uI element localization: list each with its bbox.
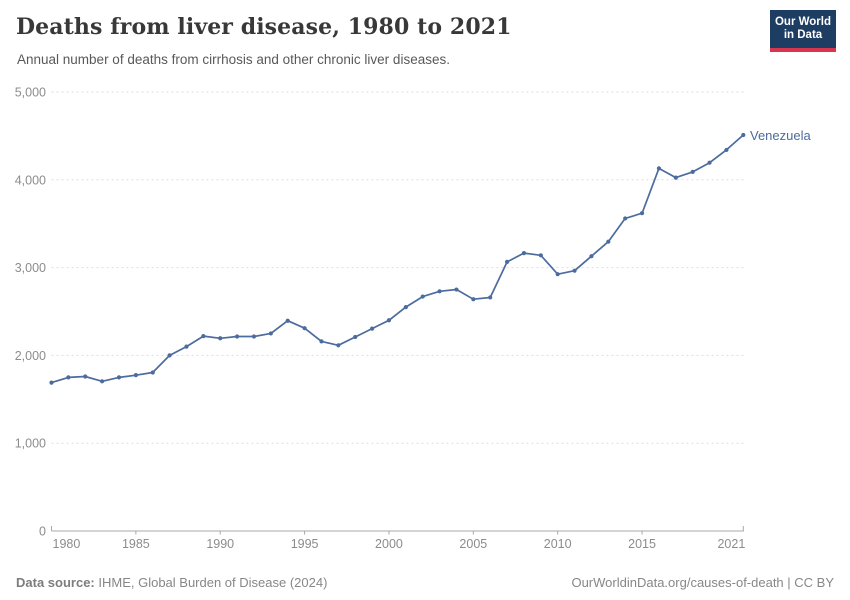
data-point xyxy=(724,147,729,153)
y-tick-label: 5,000 xyxy=(15,86,46,100)
x-tick-label: 1980 xyxy=(53,537,81,551)
data-point xyxy=(741,132,746,138)
data-point xyxy=(690,169,695,174)
data-line xyxy=(50,134,745,384)
x-tick-label: 1990 xyxy=(206,537,234,551)
data-point xyxy=(319,339,324,344)
data-point xyxy=(285,318,290,323)
data-source-note: Data source: IHME, Global Burden of Dise… xyxy=(16,575,327,590)
owid-logo-line2: in Data xyxy=(783,29,823,41)
x-tick-label: 2005 xyxy=(459,537,487,551)
data-point xyxy=(268,331,273,336)
data-point xyxy=(184,344,189,349)
y-tick-label: 4,000 xyxy=(15,173,46,187)
data-point xyxy=(707,160,712,165)
data-source-value: IHME, Global Burden of Disease (2024) xyxy=(94,575,328,590)
data-point xyxy=(572,268,577,273)
data-point xyxy=(538,253,543,258)
chart-subtitle: Annual number of deaths from cirrhosis a… xyxy=(17,52,450,67)
data-point xyxy=(116,375,122,380)
data-point xyxy=(66,375,71,380)
data-point xyxy=(488,295,493,300)
data-point xyxy=(454,287,459,292)
data-point xyxy=(589,254,594,259)
data-point xyxy=(49,380,54,385)
data-point xyxy=(639,211,645,216)
owid-logo: Our World in Data xyxy=(770,10,836,52)
data-point xyxy=(623,216,628,221)
data-point xyxy=(386,318,392,323)
data-point xyxy=(235,334,240,339)
data-point xyxy=(83,374,88,379)
data-point xyxy=(133,373,138,378)
series-end-label[interactable]: Venezuela xyxy=(750,128,811,143)
data-point xyxy=(251,334,257,339)
x-tick-label: 2015 xyxy=(628,537,656,551)
data-point xyxy=(403,305,408,310)
data-point xyxy=(201,333,206,339)
x-tick-label: 2000 xyxy=(375,537,403,551)
x-tick-label: 1995 xyxy=(291,537,319,551)
y-tick-label: 2,000 xyxy=(15,349,46,363)
chart-footer: Data source: IHME, Global Burden of Dise… xyxy=(0,575,850,590)
data-point xyxy=(504,259,510,264)
data-point xyxy=(437,289,442,294)
data-point xyxy=(471,297,476,302)
y-tick-label: 3,000 xyxy=(15,261,46,275)
data-point xyxy=(218,336,223,341)
data-point xyxy=(521,251,527,256)
x-tick-label: 1985 xyxy=(122,537,150,551)
data-point xyxy=(302,326,307,331)
data-source-label: Data source: xyxy=(16,575,95,590)
data-point xyxy=(336,343,341,348)
data-point xyxy=(369,326,375,331)
y-tick-label: 1,000 xyxy=(15,437,46,451)
owid-logo-line1: Our World xyxy=(774,16,831,28)
x-tick-label: 2010 xyxy=(544,537,572,551)
data-point xyxy=(167,353,172,358)
y-tick-label: 0 xyxy=(39,525,46,539)
data-point xyxy=(420,294,425,299)
data-point xyxy=(353,334,358,340)
data-point xyxy=(656,166,662,171)
x-tick-label: 2021 xyxy=(717,537,745,551)
data-point xyxy=(100,379,105,384)
data-point xyxy=(606,239,611,244)
chart-title: Deaths from liver disease, 1980 to 2021 xyxy=(16,14,512,40)
data-point xyxy=(555,272,560,277)
credit-link[interactable]: OurWorldinData.org/causes-of-death | CC … xyxy=(571,575,834,590)
data-point xyxy=(150,370,155,375)
data-point xyxy=(673,175,678,180)
